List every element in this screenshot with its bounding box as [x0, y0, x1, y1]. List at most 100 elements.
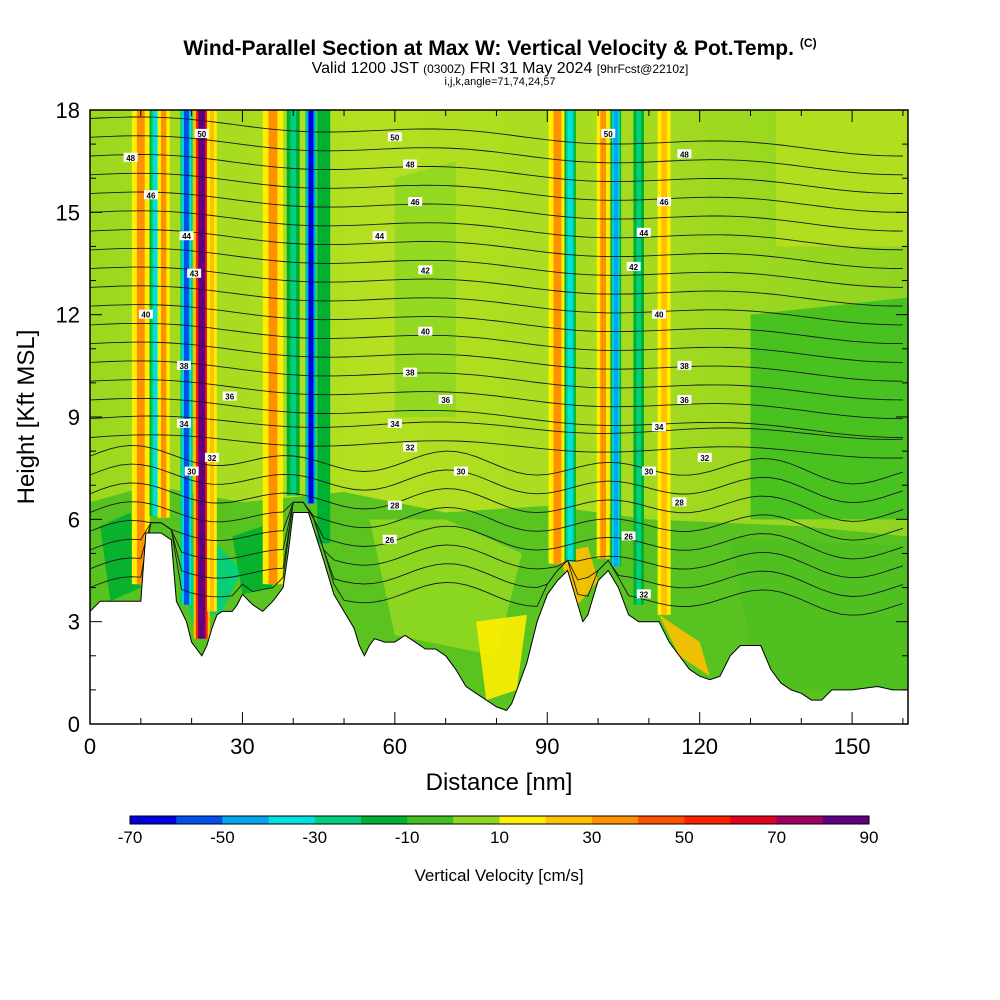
terrain: [90, 512, 908, 724]
contour-label: 34: [652, 422, 667, 432]
field-patch: [775, 110, 908, 247]
plot-area: 48 46 44 43 40 38 36 34 32 30 50 50 48 46 44 42 40 38 36 34…: [90, 110, 908, 724]
contour-label-text: 48: [126, 154, 135, 163]
chart-subtitle: Valid 1200 JST (0300Z) FRI 31 May 2024 […: [0, 60, 1000, 78]
contour-label: 36: [677, 394, 692, 405]
contour-label-text: 40: [655, 311, 664, 320]
colorbar-tick-label: 30: [582, 828, 601, 847]
theta-contour: [90, 501, 904, 560]
velocity-column: [183, 110, 190, 605]
contour-label-text: 30: [456, 468, 465, 477]
contour-label-text: 44: [639, 229, 648, 238]
velocity-column: [613, 110, 619, 567]
subtitle-zulu: (0300Z): [423, 62, 466, 76]
contour-label-box: [657, 197, 672, 207]
velocity-column: [198, 110, 206, 639]
x-tick-label: 120: [681, 734, 718, 759]
y-tick-label: 0: [68, 712, 80, 737]
contour-label-text: 46: [411, 198, 420, 207]
contour-label-text: 50: [197, 130, 206, 139]
contour-label: 42: [418, 265, 433, 275]
theta-contour: [90, 415, 903, 440]
velocity-column: [636, 110, 642, 605]
chart-title: Wind-Parallel Section at Max W: Vertical…: [183, 36, 817, 60]
contour-label-text: 38: [406, 369, 415, 378]
colorbar-swatch: [453, 816, 500, 824]
contour-label-box: [641, 466, 656, 476]
contour-label: 26: [382, 534, 397, 545]
field-patch: [100, 512, 141, 602]
theta-contour: [90, 322, 903, 363]
contour-label: 38: [677, 360, 692, 371]
contour-label-text: 50: [390, 133, 399, 142]
x-tick-label: 60: [383, 734, 407, 759]
theta-contour: [90, 434, 903, 459]
field-patch: [659, 614, 710, 677]
colorbar-swatch: [222, 816, 270, 824]
colorbar-swatch: [591, 816, 639, 824]
contour-label-box: [677, 394, 692, 404]
contour-label-text: 46: [660, 198, 669, 207]
theta-contour: [90, 501, 904, 579]
x-axis-title: Distance [nm]: [426, 769, 573, 796]
contour-label-text: 34: [180, 420, 189, 429]
colorbar-swatch: [268, 816, 316, 824]
contour-label: 36: [222, 391, 237, 402]
contour-label-box: [677, 360, 692, 370]
contour-label-box: [387, 132, 402, 142]
velocity-column: [209, 110, 215, 612]
theta-contour: [90, 501, 904, 597]
theta-contour: [90, 482, 904, 522]
colorbar-swatch: [360, 816, 408, 824]
theta-contour: [90, 191, 903, 232]
field-patch: [730, 536, 908, 690]
contour-label: 32: [697, 452, 712, 463]
y-axis-title: Height [Kft MSL]: [13, 330, 40, 505]
contour-label: 50: [194, 128, 209, 139]
contour-label: 46: [408, 197, 423, 207]
contour-label: 50: [601, 128, 616, 139]
colorbar-swatch: [176, 816, 223, 824]
y-tick-label: 6: [68, 507, 80, 532]
theta-contour: [90, 304, 903, 345]
contour-label: 43: [187, 268, 202, 279]
contour-label-box: [179, 231, 194, 241]
colorbar-tick-label: 90: [860, 828, 879, 847]
contour-label-text: 36: [680, 396, 689, 405]
velocity-column: [290, 110, 297, 496]
velocity-column: [268, 110, 278, 585]
contour-label: 42: [626, 261, 641, 272]
theta-contour: [90, 360, 903, 401]
contour-label-box: [143, 190, 158, 200]
title-mark: (C): [799, 36, 817, 50]
contour-label-box: [403, 159, 418, 169]
theta-contour: [90, 397, 903, 438]
theta-contour: [90, 247, 903, 288]
colorbar-swatch: [776, 816, 824, 824]
theta-contour: [90, 210, 903, 251]
colorbar-title: Vertical Velocity [cm/s]: [414, 866, 583, 885]
x-tick-label: 0: [84, 734, 96, 759]
field-patch: [394, 161, 456, 417]
theta-contour: [90, 135, 903, 176]
colorbar-swatch: [130, 816, 177, 824]
contour-labels: 48 46 44 43 40 38 36 34 32 30 50 50 48 46 44 42 40 38 36 34…: [123, 128, 712, 599]
contour-label-box: [372, 231, 387, 241]
contour-label-text: 38: [680, 362, 689, 371]
colorbar-tick-label: -50: [210, 828, 235, 847]
x-tick-label: 150: [834, 734, 871, 759]
contour-label: 40: [138, 309, 153, 320]
contour-label-text: 46: [147, 191, 156, 200]
contour-label-box: [626, 261, 641, 271]
y-tick-label: 18: [56, 98, 80, 123]
colorbar-swatch: [545, 816, 593, 824]
contour-label-box: [184, 466, 199, 476]
subtitle-forecast: [9hrFcst@2210z]: [596, 62, 689, 76]
contour-label-box: [403, 442, 418, 452]
colorbar-tick-label: 10: [490, 828, 509, 847]
theta-contour: [90, 463, 904, 504]
contour-label-box: [677, 149, 692, 159]
contour-label: 48: [677, 149, 692, 159]
theta-contour: [90, 229, 903, 270]
